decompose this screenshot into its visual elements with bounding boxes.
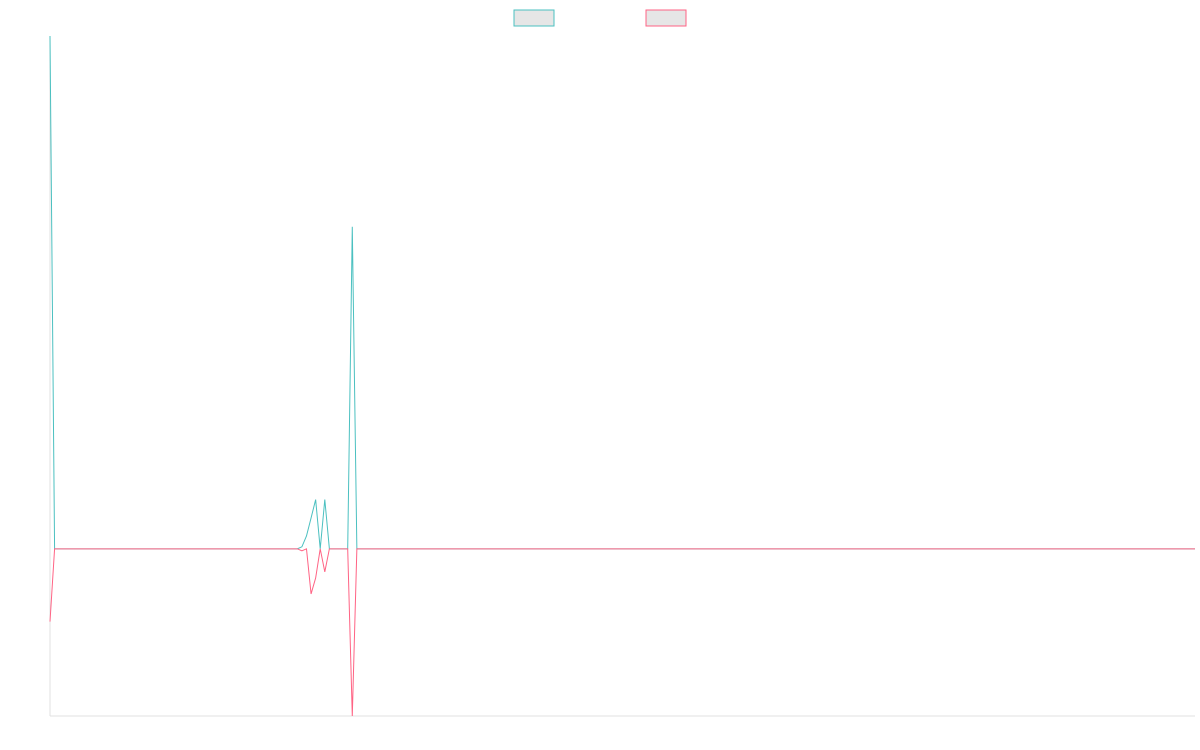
legend-swatch[interactable] <box>513 9 555 27</box>
legend-swatch[interactable] <box>645 9 687 27</box>
series-line <box>49 35 1195 550</box>
series-line <box>49 548 1195 717</box>
